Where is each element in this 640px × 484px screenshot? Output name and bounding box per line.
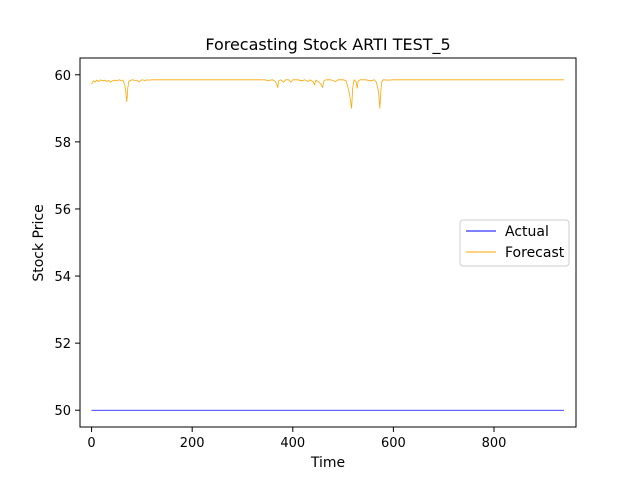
x-tick-label: 400 bbox=[280, 436, 305, 451]
y-tick-label: 56 bbox=[54, 203, 71, 218]
legend-label-forecast: Forecast bbox=[505, 245, 565, 261]
y-tick-label: 60 bbox=[54, 69, 71, 84]
legend: Actual Forecast bbox=[459, 219, 570, 267]
x-tick-label: 600 bbox=[381, 436, 406, 451]
y-tick-label: 52 bbox=[54, 337, 71, 352]
x-tick-label: 200 bbox=[180, 436, 205, 451]
x-tick-label: 0 bbox=[87, 436, 95, 451]
y-tick-label: 50 bbox=[54, 404, 71, 419]
y-tick-label: 54 bbox=[54, 270, 71, 285]
x-tick-label: 800 bbox=[482, 436, 507, 451]
series-line-forecast bbox=[91, 79, 564, 109]
chart-title: Forecasting Stock ARTI TEST_5 bbox=[205, 35, 450, 55]
y-tick-label: 58 bbox=[54, 136, 71, 151]
x-axis-label: Time bbox=[310, 455, 345, 471]
plot-frame bbox=[79, 57, 577, 428]
legend-label-actual: Actual bbox=[505, 224, 549, 240]
series-layer bbox=[91, 79, 564, 411]
axis-layer: 0 200 400 600 800 50 52 54 56 58 60 bbox=[54, 69, 506, 451]
y-axis-label: Stock Price bbox=[31, 204, 47, 281]
